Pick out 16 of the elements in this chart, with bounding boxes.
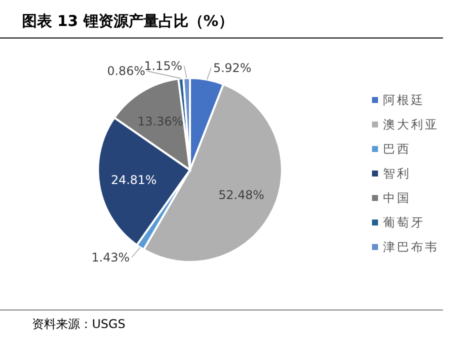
data-label: 1.15% bbox=[144, 59, 182, 74]
chart-title: 图表 13 锂资源产量占比（%） bbox=[22, 12, 234, 30]
text: 资料来源：USGS bbox=[32, 317, 126, 331]
data-label: 24.81% bbox=[110, 172, 157, 187]
data-label: 0.86% bbox=[107, 64, 146, 78]
legend-label: 葡萄牙 bbox=[383, 216, 425, 230]
data-label: 13.36% bbox=[138, 114, 184, 128]
legend-label: 智利 bbox=[383, 166, 411, 180]
legend-label: 津巴布韦 bbox=[383, 240, 439, 254]
legend-label: 中国 bbox=[383, 191, 411, 205]
legend-label: 巴西 bbox=[383, 142, 411, 156]
legend-label: 阿根廷 bbox=[383, 93, 425, 107]
legend-label: 澳大利亚 bbox=[383, 118, 439, 132]
data-label: 5.92% bbox=[213, 60, 252, 75]
data-label: 52.48% bbox=[218, 188, 264, 202]
data-label: 1.43% bbox=[92, 250, 130, 264]
